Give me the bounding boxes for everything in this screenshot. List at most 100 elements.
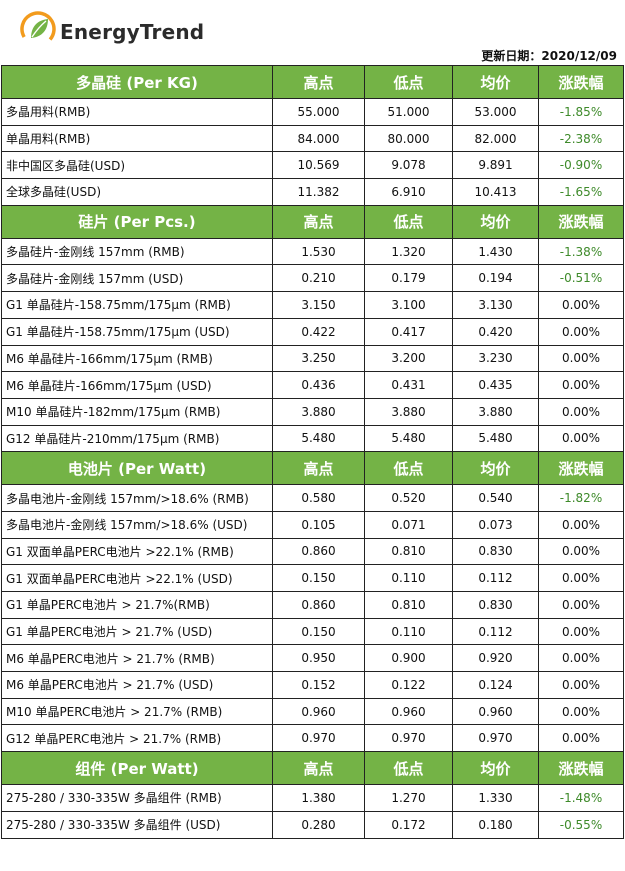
- low-price: 0.417: [364, 317, 453, 346]
- avg-price: 0.540: [452, 484, 539, 512]
- high-price: 0.152: [272, 671, 365, 699]
- section-title: 硅片 (Per Pcs.): [1, 204, 273, 239]
- column-header: 涨跌幅: [538, 751, 624, 786]
- high-price: 0.436: [272, 371, 365, 399]
- price-change: -2.38%: [538, 124, 624, 153]
- avg-price: 3.230: [452, 344, 539, 373]
- high-price: 1.380: [272, 784, 365, 812]
- table-row: 全球多晶硅(USD) 11.382 6.910 10.413 -1.65%: [1, 178, 624, 206]
- row-name: M10 单晶硅片-182mm/175μm (RMB): [1, 397, 273, 426]
- low-price: 0.960: [364, 697, 453, 726]
- table-row: M6 单晶硅片-166mm/175μm (USD) 0.436 0.431 0.435…: [1, 371, 624, 399]
- low-price: 5.480: [364, 424, 453, 453]
- column-header: 涨跌幅: [538, 204, 624, 239]
- avg-price: 1.430: [452, 237, 539, 266]
- row-name: 多晶电池片-金刚线 157mm/>18.6% (RMB): [1, 484, 273, 512]
- avg-price: 0.420: [452, 317, 539, 346]
- table-row: 多晶电池片-金刚线 157mm/>18.6% (RMB) 0.580 0.520 0.…: [1, 484, 624, 512]
- section-title: 组件 (Per Watt): [1, 751, 273, 786]
- price-change: 0.00%: [538, 537, 624, 566]
- high-price: 3.250: [272, 344, 365, 373]
- low-price: 3.100: [364, 291, 453, 319]
- avg-price: 0.830: [452, 591, 539, 619]
- table-row: G1 双面单晶PERC电池片 >22.1% (RMB) 0.860 0.810 0.8…: [1, 537, 624, 566]
- price-change: -0.55%: [538, 810, 624, 839]
- price-change: 0.00%: [538, 644, 624, 673]
- low-price: 0.970: [364, 724, 453, 753]
- row-name: 多晶硅片-金刚线 157mm (RMB): [1, 237, 273, 266]
- column-header: 低点: [364, 751, 453, 786]
- table-row: 275-280 / 330-335W 多晶组件 (USD) 0.280 0.172 0…: [1, 810, 624, 839]
- high-price: 11.382: [272, 178, 365, 206]
- high-price: 10.569: [272, 151, 365, 180]
- low-price: 0.071: [364, 510, 453, 539]
- column-header: 均价: [452, 204, 539, 239]
- row-name: M6 单晶PERC电池片 > 21.7% (USD): [1, 671, 273, 699]
- column-header: 低点: [364, 204, 453, 239]
- price-change: -0.51%: [538, 264, 624, 293]
- high-price: 0.210: [272, 264, 365, 293]
- high-price: 0.105: [272, 510, 365, 539]
- table-row: G1 单晶硅片-158.75mm/175μm (USD) 0.422 0.417 0.…: [1, 317, 624, 346]
- section-header: 组件 (Per Watt) 高点 低点 均价 涨跌幅: [1, 751, 624, 786]
- high-price: 0.280: [272, 810, 365, 839]
- high-price: 0.950: [272, 644, 365, 673]
- column-header: 涨跌幅: [538, 451, 624, 486]
- price-change: -1.48%: [538, 784, 624, 812]
- table-row: 多晶硅片-金刚线 157mm (RMB) 1.530 1.320 1.430 -1.38…: [1, 237, 624, 266]
- low-price: 0.172: [364, 810, 453, 839]
- price-change: 0.00%: [538, 564, 624, 592]
- low-price: 3.880: [364, 397, 453, 426]
- row-name: 275-280 / 330-335W 多晶组件 (USD): [1, 810, 273, 839]
- high-price: 0.860: [272, 591, 365, 619]
- avg-price: 10.413: [452, 178, 539, 206]
- avg-price: 0.970: [452, 724, 539, 753]
- table-row: M10 单晶PERC电池片 > 21.7% (RMB) 0.960 0.960 0.9…: [1, 697, 624, 726]
- price-table: 多晶硅 (Per KG) 高点 低点 均价 涨跌幅 多晶用料(RMB) 55.000 51.0…: [1, 65, 624, 839]
- price-change: 0.00%: [538, 671, 624, 699]
- avg-price: 3.130: [452, 291, 539, 319]
- row-name: G1 双面单晶PERC电池片 >22.1% (RMB): [1, 537, 273, 566]
- price-change: 0.00%: [538, 317, 624, 346]
- price-change: -1.38%: [538, 237, 624, 266]
- avg-price: 0.194: [452, 264, 539, 293]
- price-change: 0.00%: [538, 724, 624, 753]
- avg-price: 5.480: [452, 424, 539, 453]
- row-name: 多晶电池片-金刚线 157mm/>18.6% (USD): [1, 510, 273, 539]
- low-price: 80.000: [364, 124, 453, 153]
- high-price: 5.480: [272, 424, 365, 453]
- avg-price: 1.330: [452, 784, 539, 812]
- high-price: 0.150: [272, 617, 365, 646]
- row-name: G12 单晶PERC电池片 > 21.7% (RMB): [1, 724, 273, 753]
- avg-price: 82.000: [452, 124, 539, 153]
- price-change: 0.00%: [538, 424, 624, 453]
- avg-price: 0.960: [452, 697, 539, 726]
- table-row: M6 单晶硅片-166mm/175μm (RMB) 3.250 3.200 3.230…: [1, 344, 624, 373]
- row-name: G1 单晶硅片-158.75mm/175μm (USD): [1, 317, 273, 346]
- table-row: 单晶用料(RMB) 84.000 80.000 82.000 -2.38%: [1, 124, 624, 153]
- row-name: M10 单晶PERC电池片 > 21.7% (RMB): [1, 697, 273, 726]
- avg-price: 0.112: [452, 564, 539, 592]
- column-header: 均价: [452, 65, 539, 99]
- price-change: -1.85%: [538, 98, 624, 126]
- avg-price: 53.000: [452, 98, 539, 126]
- high-price: 55.000: [272, 98, 365, 126]
- section-header: 多晶硅 (Per KG) 高点 低点 均价 涨跌幅: [1, 65, 624, 99]
- table-row: G1 单晶PERC电池片 > 21.7%(RMB) 0.860 0.810 0.830…: [1, 591, 624, 619]
- column-header: 高点: [272, 65, 365, 99]
- column-header: 高点: [272, 751, 365, 786]
- section-title: 电池片 (Per Watt): [1, 451, 273, 486]
- row-name: G12 单晶硅片-210mm/175μm (RMB): [1, 424, 273, 453]
- price-change: -1.82%: [538, 484, 624, 512]
- price-change: 0.00%: [538, 344, 624, 373]
- table-row: 275-280 / 330-335W 多晶组件 (RMB) 1.380 1.270 1…: [1, 784, 624, 812]
- avg-price: 3.880: [452, 397, 539, 426]
- avg-price: 0.435: [452, 371, 539, 399]
- low-price: 1.320: [364, 237, 453, 266]
- row-name: M6 单晶PERC电池片 > 21.7% (RMB): [1, 644, 273, 673]
- low-price: 0.122: [364, 671, 453, 699]
- table-row: 非中国区多晶硅(USD) 10.569 9.078 9.891 -0.90%: [1, 151, 624, 180]
- high-price: 0.580: [272, 484, 365, 512]
- avg-price: 0.073: [452, 510, 539, 539]
- table-row: 多晶硅片-金刚线 157mm (USD) 0.210 0.179 0.194 -0.51…: [1, 264, 624, 293]
